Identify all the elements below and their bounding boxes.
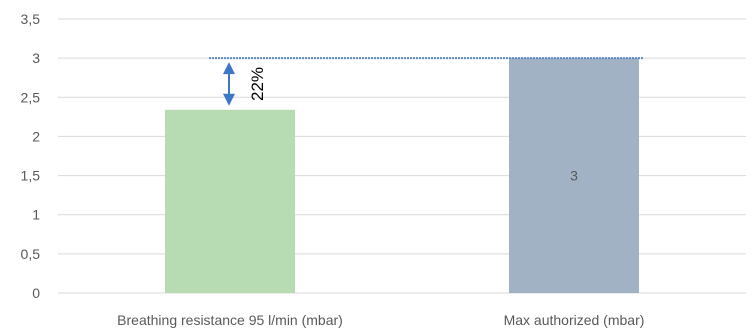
bar-1 [509,58,639,294]
data-label-1: 3 [570,168,578,184]
annotation-arrow-head-down [223,93,235,106]
y-tick-label-4: 2 [32,128,40,144]
annotation-arrow-head-up [223,62,235,75]
y-tick-label-7: 3,5 [21,11,41,27]
y-tick-label-3: 1,5 [21,168,41,184]
x-category-label-1: Max authorized (mbar) [504,312,645,328]
y-tick-label-6: 3 [32,50,40,66]
y-tick-label-5: 2,5 [21,89,41,105]
bar-0 [165,109,295,293]
x-category-label-0: Breathing resistance 95 l/min (mbar) [117,312,343,328]
y-tick-label-1: 0,5 [21,246,41,262]
annotation-text: 22% [248,67,267,101]
y-tick-label-2: 1 [32,207,40,223]
y-tick-label-0: 0 [32,285,40,301]
